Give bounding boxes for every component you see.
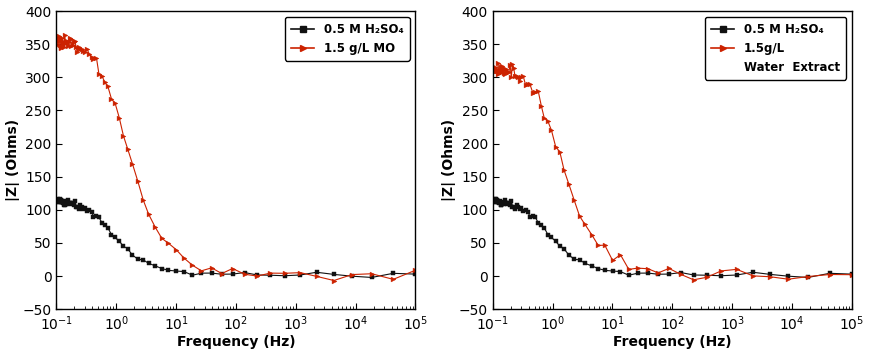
Legend: 0.5 M H₂SO₄, 1.5g/L, Water  Extract: 0.5 M H₂SO₄, 1.5g/L, Water Extract (704, 17, 845, 80)
Y-axis label: |Z| (Ohms): |Z| (Ohms) (441, 119, 455, 201)
X-axis label: Frequency (Hz): Frequency (Hz) (176, 335, 295, 349)
X-axis label: Frequency (Hz): Frequency (Hz) (613, 335, 731, 349)
Y-axis label: |Z| (Ohms): |Z| (Ohms) (5, 119, 19, 201)
Legend: 0.5 M H₂SO₄, 1.5 g/L MO: 0.5 M H₂SO₄, 1.5 g/L MO (285, 17, 409, 61)
